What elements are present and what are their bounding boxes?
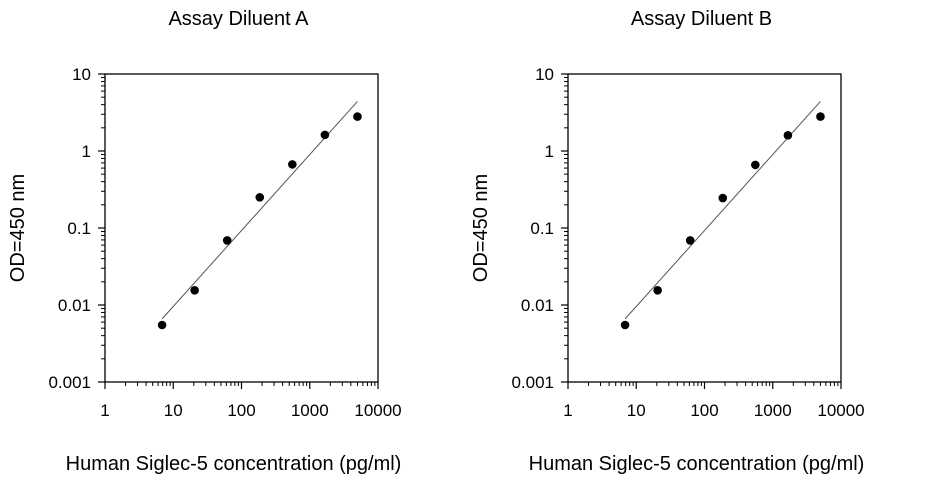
plot-frame [567,73,842,383]
x-tick-label: 1 [100,401,109,420]
data-point [816,112,825,121]
data-point [190,286,199,295]
x-axis-label: Human Siglec-5 concentration (pg/ml) [66,453,402,475]
x-axis-label: Human Siglec-5 concentration (pg/ml) [529,453,865,475]
chart-title: Assay Diluent B [631,8,772,30]
y-tick-label: 1 [545,142,554,161]
y-tick-label: 10 [535,65,554,84]
data-point [783,130,793,140]
y-tick-label: 0.1 [67,219,91,238]
x-tick-label: 10 [627,401,646,420]
y-tick-label: 0.01 [521,296,554,315]
data-point [157,320,167,330]
chart-title: Assay Diluent A [168,8,309,30]
x-tick-label: 10 [164,401,183,420]
x-tick-label: 1000 [754,401,792,420]
data-point [255,193,265,202]
chart-assay-diluent-a: Assay Diluent A 1 10 100 1000 10000 0.001 0.01 0… [7,8,402,475]
data-point [288,160,297,169]
y-tick-label: 0.001 [511,373,554,392]
data-point [653,286,662,295]
data-point [222,236,232,245]
y-axis-label: OD=450 nm [7,174,29,282]
data-point [751,160,760,170]
x-tick-label: 10000 [817,401,864,420]
x-tick-label: 1000 [291,401,329,420]
x-tick-label: 100 [227,401,255,420]
y-tick-label: 0.001 [48,373,91,392]
y-axis-label: OD=450 nm [470,174,492,282]
y-tick-label: 1 [82,142,91,161]
data-point [353,112,362,121]
y-tick-label: 0.1 [530,219,554,238]
x-tick-label: 1 [563,401,572,420]
plot-frame [104,73,379,383]
data-point [620,320,630,330]
y-tick-label: 0.01 [58,296,91,315]
x-tick-label: 10000 [354,401,401,420]
chart-assay-diluent-b: Assay Diluent B 1 10 100 1000 10000 0.001 0.01 0… [470,8,865,475]
data-point [320,130,330,140]
data-point [718,193,728,203]
y-tick-label: 10 [72,65,91,84]
x-tick-label: 100 [690,401,718,420]
data-point [685,236,695,245]
